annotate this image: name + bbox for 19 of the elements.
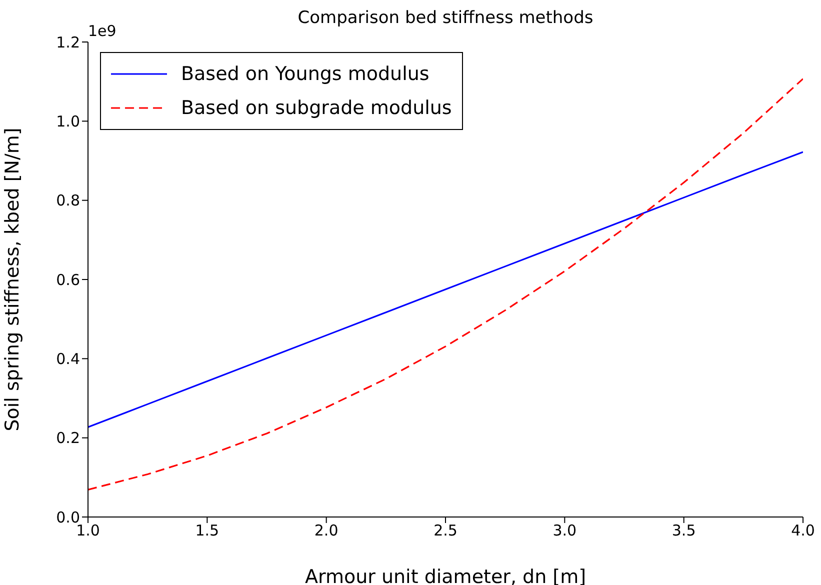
legend-label: Based on subgrade modulus — [181, 96, 452, 121]
x-tick-label: 1.5 — [195, 522, 220, 540]
y-tick-label: 0.6 — [56, 270, 80, 289]
legend-label: Based on Youngs modulus — [181, 62, 430, 87]
y-tick-label: 0.4 — [56, 350, 80, 368]
y-tick-label: 1.2 — [56, 33, 80, 52]
y-tick-label: 0.8 — [56, 192, 80, 210]
y-tick-label: 0.2 — [56, 429, 80, 448]
y-axis-title: Soil spring stiffness, kbed [N/m] — [2, 128, 24, 432]
y-tick-label: 1.0 — [56, 112, 80, 130]
x-tick-label: 3.0 — [552, 522, 577, 540]
line-series — [88, 151, 803, 428]
text: 1e9 — [88, 22, 116, 40]
chart-title: Comparison bed stiffness methods — [298, 8, 594, 28]
x-tick-label: 2.5 — [434, 522, 458, 540]
x-tick-label: 1.0 — [76, 522, 100, 540]
x-tick-label: 3.5 — [672, 522, 696, 540]
x-tick-label: 4.0 — [791, 522, 815, 540]
x-tick-label: 2.0 — [314, 522, 338, 540]
